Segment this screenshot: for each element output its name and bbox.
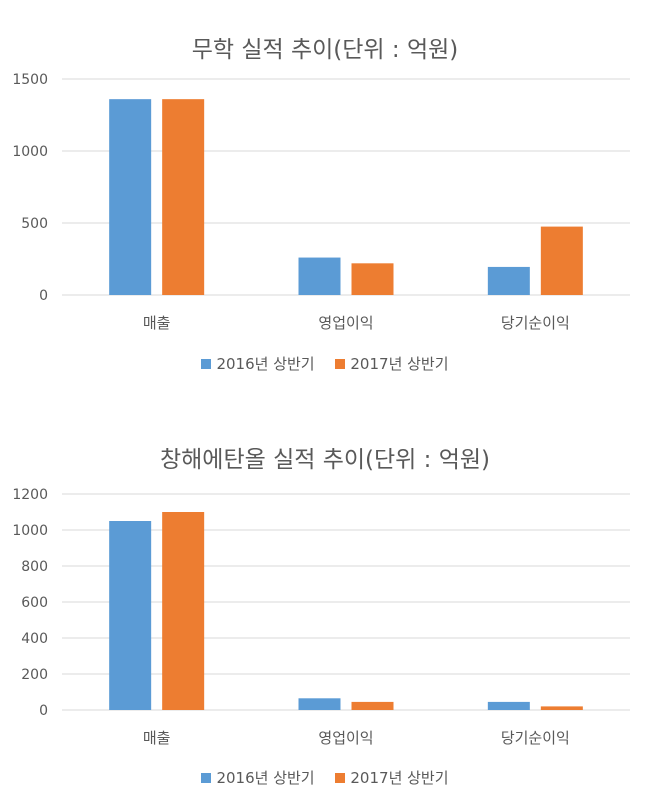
chart-title: 무학 실적 추이(단위 : 억원) (191, 37, 459, 63)
bar-2016-1 (298, 698, 341, 710)
legend-item-2016: 2016년 상반기 (201, 353, 315, 374)
chart-title: 창해에탄올 실적 추이(단위 : 억원) (159, 447, 491, 473)
x-tick-label: 매출 (143, 314, 171, 332)
chart-legend: 2016년 상반기 2017년 상반기 (0, 353, 650, 374)
legend-label-2017: 2017년 상반기 (350, 769, 449, 787)
y-tick-label: 1000 (12, 144, 48, 160)
bar-2017-2 (540, 226, 583, 295)
x-tick-label: 당기순이익 (501, 314, 570, 332)
legend-label-2016: 2016년 상반기 (216, 355, 315, 373)
y-tick-label: 400 (21, 631, 48, 647)
muhak-chart: 무학 실적 추이(단위 : 억원) 0 500 1000 1500 매출 영업이익 당기순이… (0, 0, 650, 395)
y-tick-label: 800 (21, 559, 48, 575)
x-tick-label: 영업이익 (318, 729, 373, 747)
bar-2016-2 (487, 266, 530, 295)
y-tick-label: 1500 (12, 72, 48, 88)
legend-item-2016: 2016년 상반기 (201, 767, 315, 788)
muhak-plot-area: 0 500 1000 1500 매출 영업이익 당기순이익 (12, 72, 630, 332)
bar-2017-0 (162, 512, 205, 710)
legend-swatch-2017 (335, 772, 346, 783)
bar-2016-2 (487, 701, 530, 710)
legend-label-2016: 2016년 상반기 (216, 769, 315, 787)
y-tick-label: 500 (21, 216, 48, 232)
bar-2016-0 (109, 521, 152, 710)
bar-2017-1 (351, 701, 394, 710)
y-tick-label: 0 (39, 703, 48, 719)
y-tick-label: 0 (39, 288, 48, 304)
legend-swatch-2016 (201, 358, 212, 369)
changhae-plot-area: 0 200 400 600 800 1000 1200 매출 영업이익 당기순이익 (12, 487, 630, 747)
bar-2017-0 (162, 99, 205, 295)
bar-2016-1 (298, 257, 341, 295)
x-tick-label: 당기순이익 (501, 729, 570, 747)
bar-2017-1 (351, 263, 394, 295)
legend-swatch-2017 (335, 358, 346, 369)
legend-label-2017: 2017년 상반기 (350, 355, 449, 373)
legend-swatch-2016 (201, 772, 212, 783)
chart-legend: 2016년 상반기 2017년 상반기 (0, 767, 650, 788)
bar-2016-0 (109, 99, 152, 295)
y-tick-label: 1000 (12, 523, 48, 539)
y-tick-label: 200 (21, 667, 48, 683)
changhae-chart: 창해에탄올 실적 추이(단위 : 억원) 0 200 400 600 800 1000 12… (0, 410, 650, 804)
x-tick-label: 영업이익 (318, 314, 373, 332)
legend-item-2017: 2017년 상반기 (335, 353, 449, 374)
legend-item-2017: 2017년 상반기 (335, 767, 449, 788)
y-tick-label: 1200 (12, 487, 48, 503)
x-tick-label: 매출 (143, 729, 171, 747)
y-tick-label: 600 (21, 595, 48, 611)
bar-2017-2 (540, 706, 583, 710)
